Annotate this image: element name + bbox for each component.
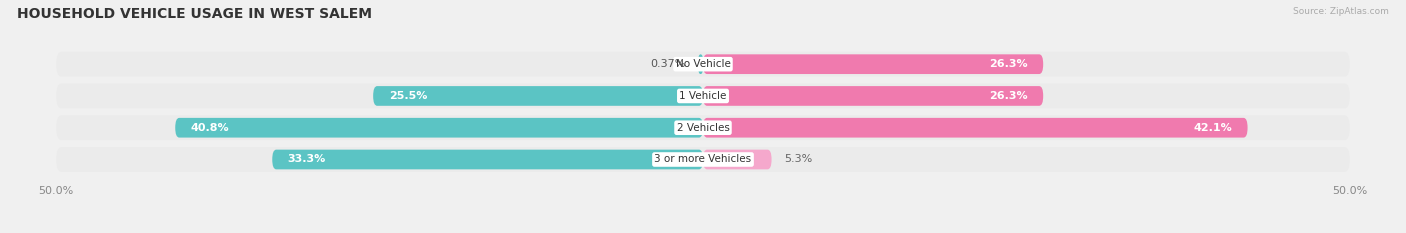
Text: 26.3%: 26.3% (988, 59, 1028, 69)
Text: Source: ZipAtlas.com: Source: ZipAtlas.com (1294, 7, 1389, 16)
FancyBboxPatch shape (699, 54, 703, 74)
Text: 2 Vehicles: 2 Vehicles (676, 123, 730, 133)
Legend: Owner-occupied, Renter-occupied: Owner-occupied, Renter-occupied (583, 230, 823, 233)
Text: 42.1%: 42.1% (1194, 123, 1232, 133)
FancyBboxPatch shape (703, 118, 1247, 137)
FancyBboxPatch shape (703, 150, 772, 169)
Text: 3 or more Vehicles: 3 or more Vehicles (654, 154, 752, 164)
Text: No Vehicle: No Vehicle (675, 59, 731, 69)
FancyBboxPatch shape (56, 115, 1350, 140)
FancyBboxPatch shape (56, 52, 1350, 77)
FancyBboxPatch shape (56, 147, 1350, 172)
Text: 25.5%: 25.5% (388, 91, 427, 101)
Text: 26.3%: 26.3% (988, 91, 1028, 101)
FancyBboxPatch shape (56, 84, 1350, 108)
FancyBboxPatch shape (703, 54, 1043, 74)
Text: 5.3%: 5.3% (785, 154, 813, 164)
FancyBboxPatch shape (373, 86, 703, 106)
Text: 40.8%: 40.8% (191, 123, 229, 133)
FancyBboxPatch shape (176, 118, 703, 137)
Text: 1 Vehicle: 1 Vehicle (679, 91, 727, 101)
FancyBboxPatch shape (273, 150, 703, 169)
Text: HOUSEHOLD VEHICLE USAGE IN WEST SALEM: HOUSEHOLD VEHICLE USAGE IN WEST SALEM (17, 7, 371, 21)
Text: 33.3%: 33.3% (288, 154, 326, 164)
FancyBboxPatch shape (703, 86, 1043, 106)
Text: 0.37%: 0.37% (650, 59, 685, 69)
